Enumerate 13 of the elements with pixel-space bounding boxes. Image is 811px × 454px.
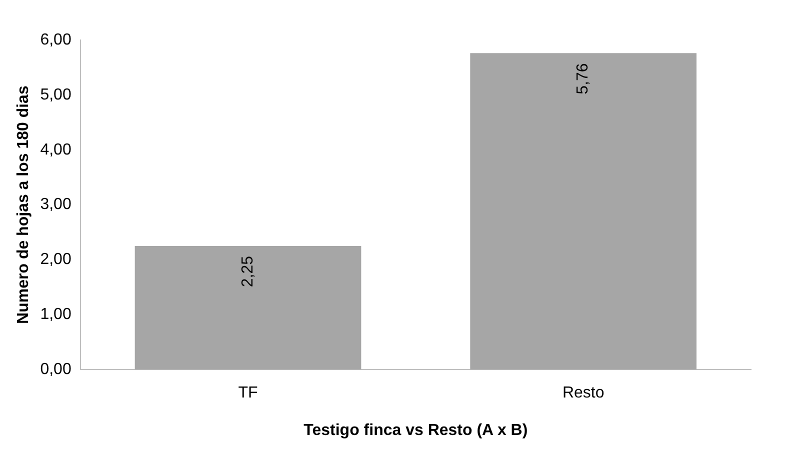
y-tick-label: 1,00: [40, 306, 72, 324]
data-label: 2,25: [239, 256, 256, 288]
x-tick-label: Resto: [562, 384, 604, 402]
x-axis-title: Testigo finca vs Resto (A x B): [304, 422, 528, 439]
y-tick-label: 3,00: [40, 196, 72, 214]
y-tick-label: 5,00: [40, 86, 72, 104]
y-tick-label: 0,00: [40, 361, 72, 378]
y-tick-label: 4,00: [40, 141, 72, 158]
data-label: 5,76: [574, 63, 592, 94]
y-tick-label: 6,00: [40, 31, 72, 48]
y-tick-label: 2,00: [40, 251, 72, 268]
x-tick-label: TF: [238, 384, 258, 402]
y-axis-title: Numero de hojas a los 180 dias: [15, 86, 32, 324]
